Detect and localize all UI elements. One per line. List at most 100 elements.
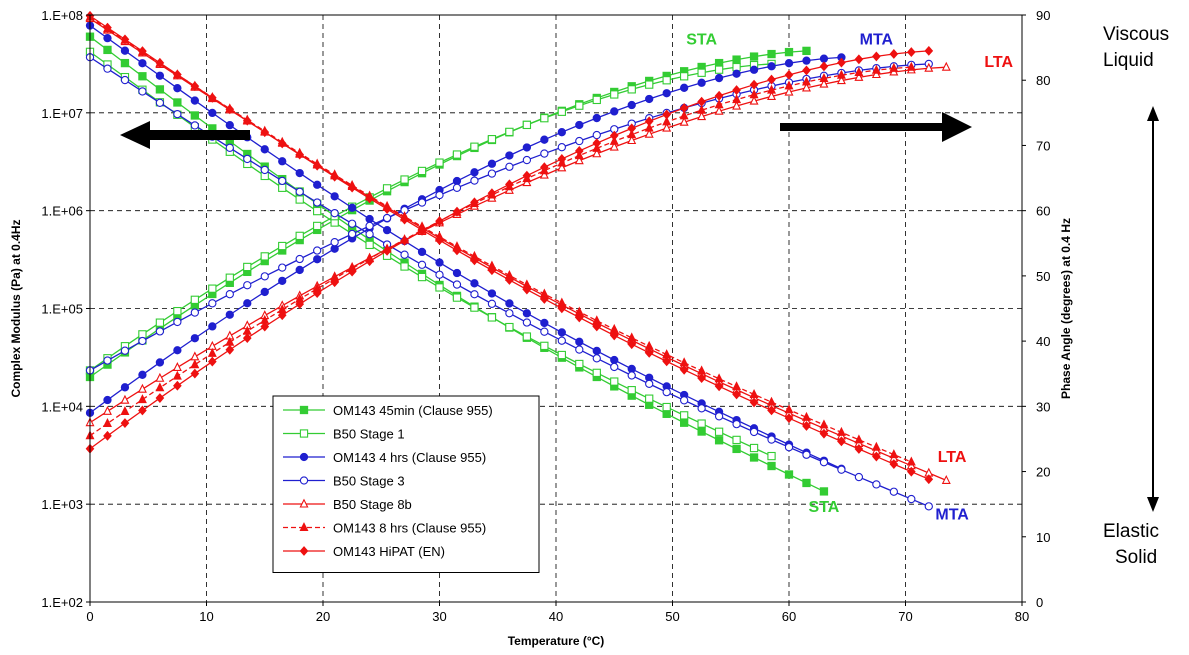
phase-point: [837, 57, 846, 68]
modulus-point: [347, 182, 357, 193]
legend-swatch-marker: [299, 476, 309, 485]
modulus-point: [487, 299, 497, 308]
phase-point: [470, 168, 479, 177]
y2-tick-label: 50: [1036, 269, 1050, 284]
elastic-label: Elastic: [1103, 521, 1159, 542]
solid-label: Solid: [1115, 547, 1157, 568]
y2-tick-label: 60: [1036, 204, 1050, 219]
modulus-point: [540, 294, 549, 304]
modulus-point: [941, 474, 951, 484]
phase-line: [89, 50, 929, 450]
phase-point: [871, 64, 881, 74]
phase-point: [609, 130, 619, 141]
modulus-point: [644, 347, 654, 358]
phase-point: [155, 318, 165, 327]
phase-point: [522, 120, 532, 130]
phase-point: [592, 148, 602, 158]
modulus-point: [470, 255, 479, 266]
phase-point: [697, 104, 707, 114]
modulus-point: [417, 260, 427, 269]
modulus-point: [505, 299, 514, 308]
phase-point: [819, 78, 829, 88]
phase-point: [155, 372, 165, 382]
phase-point: [155, 358, 165, 367]
phase-point: [749, 52, 759, 61]
phase-point: [295, 265, 304, 275]
phase-point: [627, 85, 636, 94]
modulus-point: [400, 214, 409, 225]
modulus-point: [749, 388, 759, 398]
modulus-point: [714, 427, 724, 436]
phase-point: [295, 254, 304, 264]
modulus-point: [732, 420, 741, 429]
phase-point: [924, 45, 934, 56]
y2-axis-title: Phase Angle (degrees) at 0.4 Hz: [1059, 218, 1073, 399]
modulus-point: [103, 22, 112, 33]
modulus-point: [679, 357, 689, 367]
phase-point: [137, 383, 147, 393]
phase-point: [871, 69, 881, 79]
modulus-point: [155, 57, 165, 68]
modulus-point: [452, 293, 462, 302]
phase-point: [574, 155, 584, 165]
phase-point: [540, 114, 549, 123]
phase-point: [609, 141, 619, 151]
phase-point: [627, 135, 637, 145]
y2-tick-label: 20: [1036, 465, 1050, 480]
modulus-point: [103, 64, 112, 73]
phase-point: [627, 123, 637, 134]
phase-point: [697, 68, 706, 77]
modulus-point: [540, 341, 549, 351]
legend-label: OM143 4 hrs (Clause 955): [333, 450, 486, 465]
legend-entry: B50 Stage 1: [283, 427, 405, 442]
modulus-point: [592, 321, 602, 332]
modulus-point: [714, 412, 724, 421]
phase-point: [417, 166, 427, 176]
modulus-point: [924, 502, 933, 511]
phase-point: [505, 127, 514, 137]
phase-point: [784, 59, 794, 68]
phase-point: [732, 94, 742, 104]
phase-point: [680, 83, 689, 92]
modulus-point: [819, 487, 829, 496]
y2-tick-label: 10: [1036, 530, 1050, 545]
phase-point: [679, 116, 689, 126]
phase-point: [330, 238, 339, 247]
phase-point: [767, 74, 776, 85]
modulus-point: [784, 443, 794, 452]
arrows: [120, 106, 1159, 512]
modulus-point: [574, 312, 584, 323]
modulus-point: [854, 472, 864, 482]
phase-point: [592, 138, 602, 149]
phase-point: [103, 356, 112, 365]
phase-point: [190, 359, 200, 369]
modulus-point: [679, 364, 689, 375]
modulus-point: [138, 59, 147, 68]
phase-point: [732, 100, 742, 110]
phase-point: [557, 107, 566, 116]
modulus-point: [645, 379, 654, 389]
phase-point: [208, 322, 217, 331]
modulus-point: [749, 443, 759, 453]
phase-point: [749, 65, 759, 74]
modulus-point: [470, 279, 479, 288]
modulus-point: [557, 303, 567, 314]
modulus-point: [382, 204, 392, 214]
modulus-point: [662, 387, 671, 397]
modulus-point: [400, 250, 409, 259]
modulus-point: [522, 309, 532, 318]
phase-point: [155, 382, 165, 392]
phase-point: [382, 213, 392, 223]
phase-point: [784, 47, 794, 57]
modulus-point: [120, 75, 130, 85]
modulus-point: [749, 453, 759, 462]
phase-point: [644, 122, 654, 132]
legend-entry: OM143 4 hrs (Clause 955): [283, 450, 486, 465]
modulus-point: [680, 396, 689, 405]
viscous-label: Viscous: [1103, 24, 1169, 45]
modulus-point: [312, 160, 322, 171]
grid: [90, 15, 1022, 602]
modulus-point: [470, 303, 479, 312]
modulus-point: [645, 394, 654, 403]
phase-point: [767, 84, 777, 94]
